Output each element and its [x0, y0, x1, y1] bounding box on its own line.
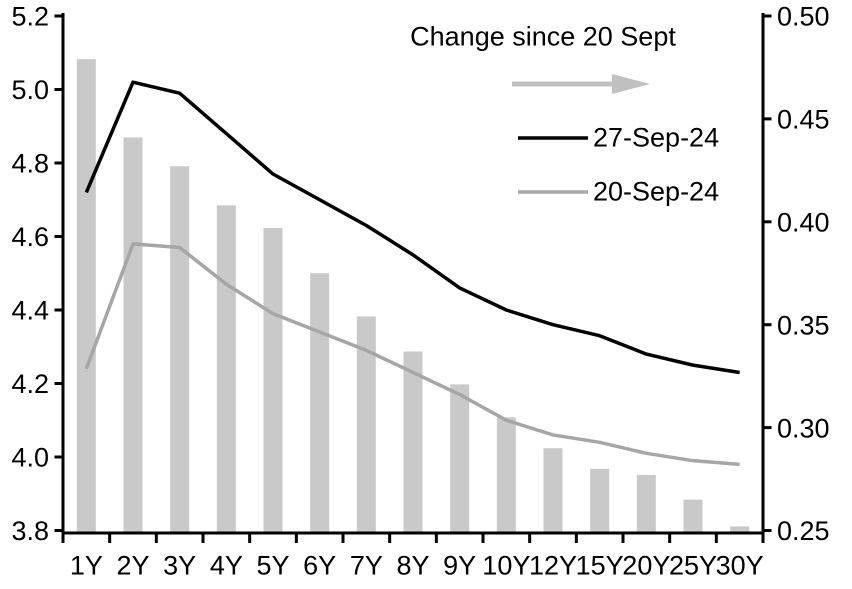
x-axis-label-6Y: 6Y: [303, 551, 336, 581]
legend-label-20-sep-24: 20-Sep-24: [593, 176, 720, 207]
legend-label-27-sep-24: 27-Sep-24: [593, 122, 720, 153]
x-axis-label-5Y: 5Y: [256, 551, 289, 581]
left-axis-tick-label: 4.0: [11, 443, 49, 473]
left-axis-tick-label: 4.4: [11, 296, 49, 326]
change-arrow-head-icon: [612, 74, 650, 94]
x-axis-label-4Y: 4Y: [210, 551, 243, 581]
left-axis-tick-label: 4.2: [11, 369, 49, 399]
right-axis-tick-label: 0.50: [777, 2, 830, 32]
bar-25Y: [683, 499, 703, 532]
left-axis-tick-label: 3.8: [11, 516, 49, 546]
x-axis-label-20Y: 20Y: [622, 551, 670, 581]
left-axis-tick-label: 4.8: [11, 149, 49, 179]
change-arrow-icon: [512, 81, 612, 87]
x-axis-label-2Y: 2Y: [116, 551, 149, 581]
bar-4Y: [216, 205, 236, 532]
left-axis-tick-label: 5.0: [11, 75, 49, 105]
right-axis-tick-label: 0.40: [777, 208, 830, 238]
line-27-Sep-24: [84, 80, 740, 375]
x-axis-label-1Y: 1Y: [70, 551, 103, 581]
bar-10Y: [496, 417, 516, 532]
bar-7Y: [356, 316, 376, 532]
x-axis-label-25Y: 25Y: [669, 551, 717, 581]
x-axis-label-7Y: 7Y: [350, 551, 383, 581]
x-axis-label-10Y: 10Y: [482, 551, 530, 581]
bar-12Y: [543, 448, 563, 532]
bar-6Y: [310, 273, 330, 532]
bar-9Y: [450, 384, 470, 532]
legend-title-change-since-20-sept: Change since 20 Sept: [410, 21, 676, 52]
x-axis-label-12Y: 12Y: [529, 551, 577, 581]
x-axis-label-30Y: 30Y: [716, 551, 764, 581]
bar-15Y: [590, 468, 610, 532]
bar-1Y: [76, 59, 96, 532]
x-axis-label-3Y: 3Y: [163, 551, 196, 581]
x-axis-label-9Y: 9Y: [443, 551, 476, 581]
bar-3Y: [170, 166, 190, 532]
bar-20Y: [636, 474, 656, 532]
bar-5Y: [263, 227, 283, 532]
right-axis-tick-label: 0.45: [777, 105, 830, 135]
right-axis-tick-label: 0.30: [777, 413, 830, 443]
left-axis-tick-label: 5.2: [11, 2, 49, 32]
bar-2Y: [123, 137, 143, 532]
bar-8Y: [403, 351, 423, 532]
left-axis-tick-label: 4.6: [11, 222, 49, 252]
right-axis-tick-label: 0.35: [777, 310, 830, 340]
x-axis-label-8Y: 8Y: [396, 551, 429, 581]
line-20-Sep-24: [84, 242, 740, 467]
bar-30Y: [730, 526, 750, 532]
x-axis-label-15Y: 15Y: [576, 551, 624, 581]
right-axis-tick-label: 0.25: [777, 516, 830, 546]
